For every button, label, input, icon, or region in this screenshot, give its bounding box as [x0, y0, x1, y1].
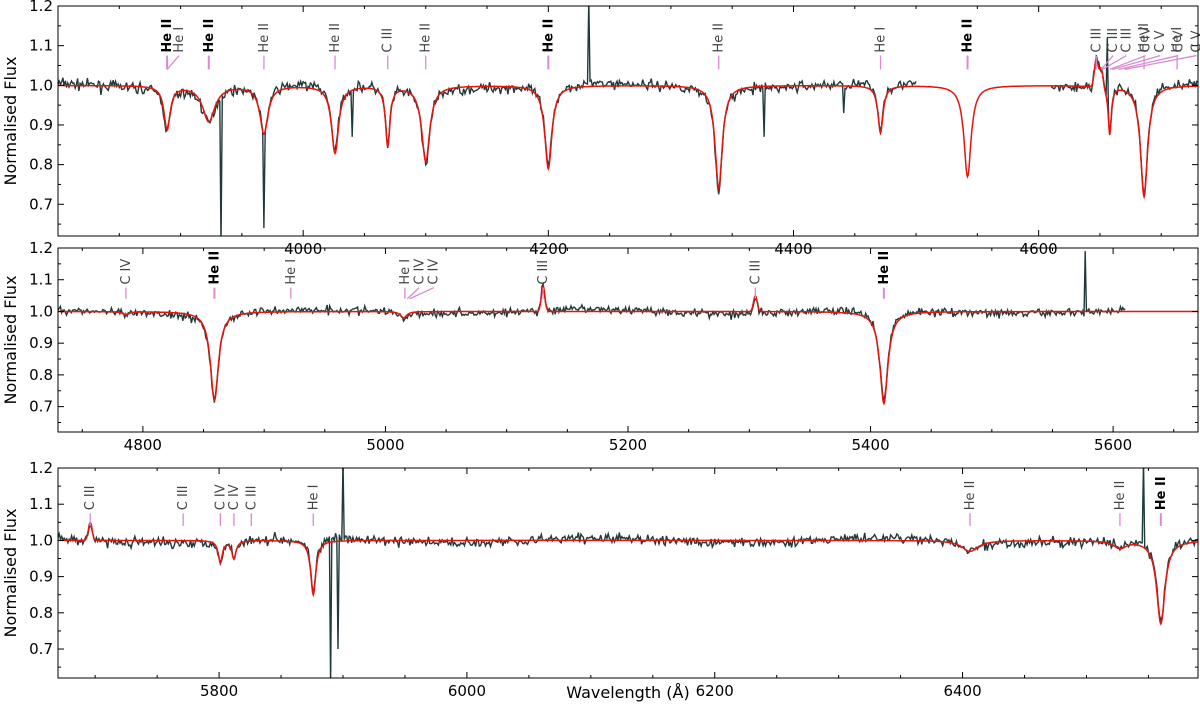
- y-tick-label: 1.2: [29, 239, 53, 257]
- x-tick-label: 6400: [943, 682, 981, 700]
- line-label: He I: [874, 27, 889, 53]
- y-tick-label: 0.8: [29, 156, 53, 174]
- y-axis-title: Normalised Flux: [1, 508, 20, 637]
- model-spectrum-line: [58, 520, 1198, 626]
- line-marker: [409, 287, 434, 300]
- line-marker: [1124, 54, 1197, 71]
- line-label: He II: [1154, 476, 1169, 510]
- line-label: C V: [1171, 30, 1186, 52]
- x-tick-label: 5000: [366, 436, 404, 454]
- line-label: He II: [712, 23, 727, 53]
- y-tick-label: 0.7: [29, 398, 53, 416]
- y-tick-label: 0.7: [29, 195, 53, 213]
- observed-spectrum-line: [58, 468, 1198, 678]
- x-tick-label: 4400: [774, 240, 812, 258]
- line-label: C IV: [227, 484, 242, 510]
- x-axis-title: Wavelength (Å): [566, 683, 689, 702]
- line-label: C III: [536, 260, 551, 285]
- plot-frame: [57, 247, 1199, 433]
- line-label: C III: [244, 486, 259, 511]
- x-tick-label: 5600: [1094, 436, 1132, 454]
- line-marker: [1109, 54, 1146, 71]
- line-label: He II: [160, 19, 175, 53]
- line-label: He II: [961, 19, 976, 53]
- y-tick-label: 0.9: [29, 568, 53, 586]
- y-tick-label: 0.7: [29, 640, 53, 658]
- line-label: He II: [202, 19, 217, 53]
- line-label: C IV: [1139, 27, 1154, 53]
- line-label: He II: [963, 481, 978, 511]
- observed-spectrum-line: [1050, 37, 1198, 198]
- line-marker: [1102, 55, 1127, 71]
- line-label: C IV: [412, 259, 427, 285]
- y-axis-title: Normalised Flux: [1, 275, 20, 404]
- line-label: He I: [284, 259, 299, 285]
- y-tick-label: 0.9: [29, 334, 53, 352]
- line-label: He II: [877, 251, 892, 285]
- x-tick-label: 6000: [448, 682, 486, 700]
- line-label: C IV: [119, 259, 134, 285]
- line-marker: [1112, 54, 1161, 71]
- y-tick-label: 1.0: [29, 76, 53, 94]
- line-label: He I: [1170, 27, 1185, 53]
- line-label: C III: [83, 486, 98, 511]
- y-tick-label: 1.0: [29, 531, 53, 549]
- model-spectrum-line: [58, 284, 1198, 406]
- line-label: C V: [1153, 30, 1168, 52]
- line-label: C IV: [213, 484, 228, 510]
- line-label: He II: [328, 23, 343, 53]
- line-marker: [166, 55, 180, 70]
- y-axis-title: Normalised Flux: [1, 56, 20, 185]
- x-tick-label: 4200: [529, 240, 567, 258]
- line-label: He I: [398, 259, 413, 285]
- x-tick-label: 5200: [609, 436, 647, 454]
- y-tick-label: 0.8: [29, 366, 53, 384]
- line-label: He II: [1113, 481, 1128, 511]
- y-tick-label: 1.2: [29, 459, 53, 477]
- y-tick-label: 1.2: [29, 0, 53, 15]
- x-tick-label: 5400: [851, 436, 889, 454]
- line-marker: [1100, 55, 1114, 70]
- y-tick-label: 1.1: [29, 271, 53, 289]
- line-label: He I: [172, 27, 187, 53]
- line-label: C III: [1119, 28, 1134, 53]
- panel-3: C III C III C IVC IV C III He I He II He II He …: [1, 459, 1199, 700]
- y-tick-label: 1.1: [29, 495, 53, 513]
- line-label: He II: [257, 23, 272, 53]
- x-tick-label: 4600: [1020, 240, 1058, 258]
- line-label: C III: [1089, 28, 1104, 53]
- line-marker: [406, 287, 420, 300]
- line-marker: [1118, 54, 1179, 71]
- line-label: C III: [381, 28, 396, 53]
- x-tick-label: 4000: [284, 240, 322, 258]
- line-label: C V: [1189, 30, 1200, 52]
- line-label: C III: [176, 486, 191, 511]
- x-tick-label: 5800: [200, 682, 238, 700]
- plot-frame: [57, 5, 1199, 237]
- line-label: C III: [1106, 28, 1121, 53]
- line-label: He II: [419, 23, 434, 53]
- line-label: C III: [748, 260, 763, 285]
- y-tick-label: 0.8: [29, 604, 53, 622]
- y-tick-label: 0.9: [29, 116, 53, 134]
- x-tick-label: 6200: [696, 682, 734, 700]
- model-spectrum-line: [58, 57, 1198, 200]
- line-label: He II: [1137, 23, 1152, 53]
- line-label: C IV: [427, 259, 442, 285]
- plot-frame: [57, 467, 1199, 679]
- line-label: He II: [207, 251, 222, 285]
- line-label: He I: [306, 485, 321, 511]
- x-tick-label: 4800: [124, 436, 162, 454]
- y-tick-label: 1.0: [29, 302, 53, 320]
- line-label: He II: [541, 19, 556, 53]
- y-tick-label: 1.1: [29, 37, 53, 55]
